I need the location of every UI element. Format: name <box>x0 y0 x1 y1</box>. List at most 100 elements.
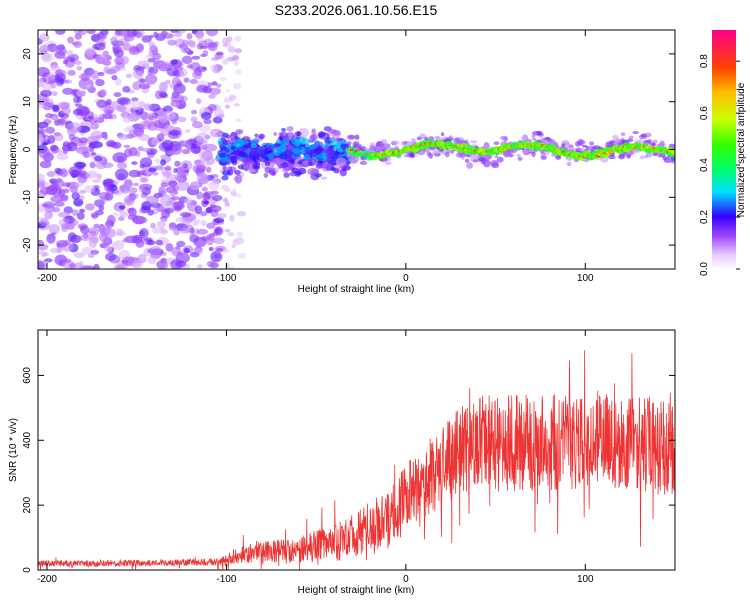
heatmap-cell-243 <box>46 170 56 178</box>
heatmap-cell-942 <box>236 231 244 237</box>
heatmap-cell-1412 <box>330 167 337 171</box>
y-tick-label: 600 <box>22 367 33 384</box>
heatmap-cell-33 <box>119 67 127 72</box>
heatmap-cell-839 <box>103 135 109 141</box>
heatmap-cell-588 <box>132 70 144 79</box>
heatmap-cell-1201 <box>263 173 269 178</box>
heatmap-cell-1383 <box>273 149 281 157</box>
heatmap-cell-584 <box>105 252 117 261</box>
y-tick-label: -20 <box>22 237 33 252</box>
heatmap-cell-1939 <box>369 144 375 150</box>
heatmap-cell-878 <box>174 173 184 181</box>
heatmap-cell-848 <box>210 64 218 72</box>
heatmap-cell-945 <box>224 104 231 109</box>
heatmap-cell-1401 <box>329 137 335 142</box>
heatmap-cell-904 <box>232 239 239 246</box>
heatmap-cell-769 <box>181 214 193 225</box>
heatmap-cell-526 <box>62 182 71 187</box>
heatmap-cell-733 <box>143 120 155 128</box>
heatmap-cell-1853 <box>620 137 625 141</box>
heatmap-cell-62 <box>71 209 79 216</box>
heatmap-cell-1448 <box>233 139 245 148</box>
heatmap-cell-849 <box>213 217 225 224</box>
heatmap-cell-663 <box>122 239 130 243</box>
heatmap-cell-634 <box>189 78 198 85</box>
x-tick-label: 100 <box>577 273 594 284</box>
heatmap-cell-1660 <box>531 151 536 157</box>
heatmap-cell-860 <box>38 137 43 143</box>
heatmap-cell-640 <box>68 133 76 141</box>
heatmap-cell-1432 <box>274 158 282 166</box>
x-tick-label: 100 <box>577 574 594 585</box>
heatmap-cell-510 <box>123 144 131 148</box>
heatmap-cell-803 <box>196 172 209 184</box>
heatmap-cell-752 <box>75 181 84 187</box>
heatmap-cell-784 <box>155 239 164 246</box>
heatmap-cell-665 <box>206 237 214 246</box>
heatmap-cell-873 <box>194 31 203 39</box>
heatmap-cell-555 <box>147 58 156 63</box>
heatmap-cell-765 <box>41 84 52 91</box>
heatmap-cell-772 <box>39 44 49 54</box>
heatmap-cell-691 <box>180 172 190 176</box>
heatmap-cell-261 <box>58 211 70 218</box>
heatmap-cell-788 <box>112 212 119 218</box>
heatmap-cell-713 <box>144 74 158 85</box>
heatmap-cell-1413 <box>249 147 259 156</box>
heatmap-cell-1795 <box>444 151 450 158</box>
heatmap-cell-754 <box>98 42 105 47</box>
heatmap-cell-726 <box>43 252 49 257</box>
heatmap-cell-1879 <box>582 144 588 148</box>
heatmap-cell-859 <box>90 130 103 141</box>
heatmap-cell-879 <box>207 41 218 52</box>
heatmap-cell-303 <box>52 91 58 97</box>
heatmap-cell-471 <box>103 245 113 253</box>
heatmap-cell-435 <box>94 199 105 208</box>
heatmap-cell-872 <box>62 239 71 247</box>
heatmap-cell-937 <box>236 118 242 122</box>
heatmap-cell-895 <box>67 122 82 134</box>
heatmap-cell-1378 <box>320 176 328 180</box>
heatmap-cell-582 <box>112 45 122 54</box>
heatmap-cell-201 <box>194 205 203 214</box>
heatmap-cell-1344 <box>230 155 238 164</box>
heatmap-cell-575 <box>120 55 130 65</box>
heatmap-cell-1966 <box>626 154 631 159</box>
heatmap-cell-446 <box>215 248 224 252</box>
heatmap-cell-690 <box>171 120 178 125</box>
heatmap-cell-422 <box>189 252 200 258</box>
heatmap-cell-805 <box>39 160 52 169</box>
heatmap-cell-894 <box>137 60 150 68</box>
heatmap-cell-626 <box>196 132 210 143</box>
heatmap-cell-1436 <box>343 165 352 171</box>
heatmap-cell-421 <box>141 147 151 153</box>
heatmap-cell-1791 <box>426 151 432 156</box>
heatmap-cell-388 <box>138 253 147 264</box>
heatmap-cell-744 <box>150 126 158 130</box>
heatmap-cell-1465 <box>295 136 300 140</box>
heatmap-cell-856 <box>87 115 94 120</box>
heatmap-cell-832 <box>135 239 145 248</box>
heatmap-cell-736 <box>125 73 132 79</box>
heatmap-cell-881 <box>160 227 166 231</box>
heatmap-cell-161 <box>132 81 142 91</box>
heatmap-cell-148 <box>67 36 74 44</box>
heatmap-cell-1352 <box>326 157 333 161</box>
heatmap-cell-1469 <box>261 153 267 159</box>
heatmap-cell-910 <box>235 69 242 75</box>
heatmap-cell-868 <box>197 264 203 269</box>
heatmap-cell-608 <box>160 195 173 207</box>
heatmap-cell-378 <box>134 262 143 269</box>
heatmap-cell-1734 <box>494 155 498 158</box>
heatmap-cell-1947 <box>472 159 478 163</box>
heatmap-cell-714 <box>173 89 180 94</box>
heatmap-cell-1889 <box>352 141 358 148</box>
heatmap-cell-934 <box>217 113 225 119</box>
heatmap-cell-684 <box>156 260 169 269</box>
heatmap-cell-678 <box>66 141 78 152</box>
heatmap-cell-1346 <box>310 134 317 142</box>
heatmap-cell-309 <box>211 81 218 86</box>
page-title: S233.2026.061.10.56.E15 <box>275 2 438 18</box>
heatmap-cell-825 <box>52 178 65 189</box>
